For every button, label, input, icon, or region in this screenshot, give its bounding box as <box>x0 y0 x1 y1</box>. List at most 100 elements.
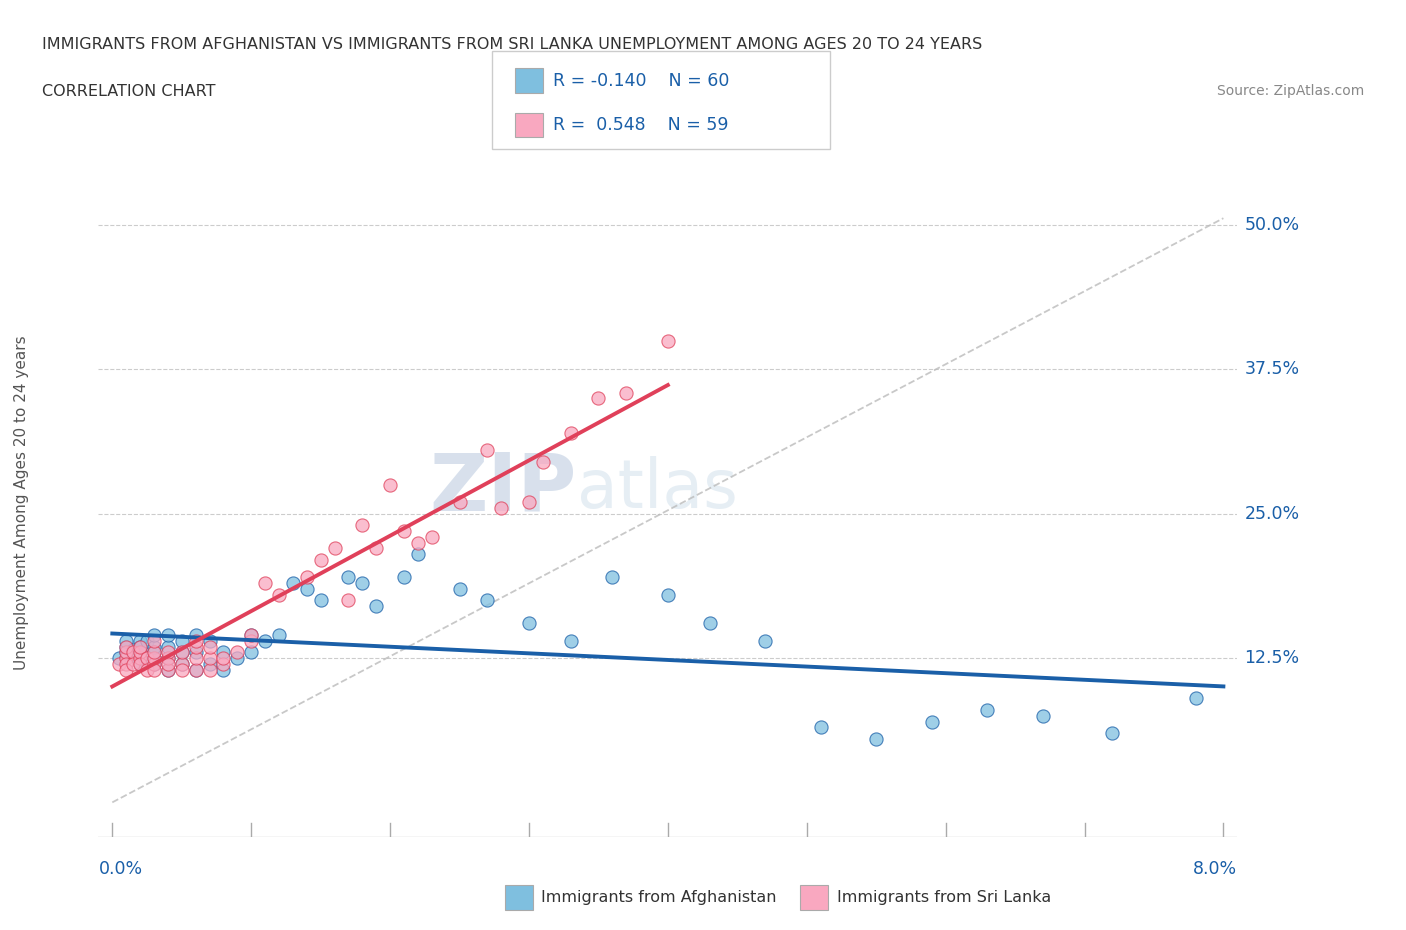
Point <box>184 633 207 648</box>
Point <box>810 720 832 735</box>
Point <box>115 639 138 654</box>
Point <box>560 426 582 441</box>
Text: ZIP: ZIP <box>429 450 576 528</box>
Text: Immigrants from Sri Lanka: Immigrants from Sri Lanka <box>837 890 1050 905</box>
Point <box>489 500 512 515</box>
Point <box>406 547 429 562</box>
Point <box>170 657 193 671</box>
Point <box>115 633 138 648</box>
Point <box>406 535 429 550</box>
Point <box>129 633 152 648</box>
Point <box>517 495 540 510</box>
Point <box>156 628 179 643</box>
Point <box>122 643 145 658</box>
Point <box>156 662 179 677</box>
Point <box>295 581 318 596</box>
Point <box>240 633 263 648</box>
Point <box>295 570 318 585</box>
Point <box>143 628 166 643</box>
Text: 50.0%: 50.0% <box>1244 216 1299 234</box>
Point <box>156 651 179 666</box>
Point <box>198 657 221 671</box>
Point <box>184 662 207 677</box>
Point <box>281 576 304 591</box>
Point <box>420 529 443 544</box>
Text: R = -0.140    N = 60: R = -0.140 N = 60 <box>553 72 728 89</box>
Point <box>309 552 332 567</box>
Point <box>517 616 540 631</box>
Point <box>115 651 138 666</box>
Point <box>136 633 159 648</box>
Point <box>156 657 179 671</box>
Point <box>392 524 415 538</box>
Point <box>226 651 249 666</box>
Point <box>136 651 159 666</box>
Point <box>212 662 235 677</box>
Point <box>865 731 887 746</box>
Point <box>240 644 263 659</box>
Point <box>170 644 193 659</box>
Point <box>337 593 360 608</box>
Text: CORRELATION CHART: CORRELATION CHART <box>42 84 215 99</box>
Text: 12.5%: 12.5% <box>1244 649 1299 667</box>
Text: R =  0.548    N = 59: R = 0.548 N = 59 <box>553 115 728 134</box>
Point <box>143 639 166 654</box>
Point <box>477 593 499 608</box>
Point <box>254 633 277 648</box>
Point <box>1184 691 1206 706</box>
Point <box>240 628 263 643</box>
Point <box>143 651 166 666</box>
Text: Source: ZipAtlas.com: Source: ZipAtlas.com <box>1216 84 1364 98</box>
Text: 25.0%: 25.0% <box>1244 505 1299 523</box>
Point <box>309 593 332 608</box>
Point <box>115 639 138 654</box>
Point <box>129 644 152 659</box>
Point <box>170 662 193 677</box>
Point <box>588 391 610 405</box>
Point <box>184 662 207 677</box>
Text: Unemployment Among Ages 20 to 24 years: Unemployment Among Ages 20 to 24 years <box>14 335 28 670</box>
Point <box>531 455 554 470</box>
Text: Immigrants from Afghanistan: Immigrants from Afghanistan <box>541 890 776 905</box>
Point <box>657 587 679 602</box>
Point <box>115 644 138 659</box>
Point <box>1032 709 1054 724</box>
Point <box>122 647 145 662</box>
Point <box>156 644 179 659</box>
Point <box>976 702 998 717</box>
Point <box>198 662 221 677</box>
Point <box>170 633 193 648</box>
Text: 0.0%: 0.0% <box>98 860 142 878</box>
Point <box>143 662 166 677</box>
Point <box>115 651 138 666</box>
Point <box>170 644 193 659</box>
Point <box>226 644 249 659</box>
Point <box>352 576 374 591</box>
Point <box>184 628 207 643</box>
Point <box>754 633 776 648</box>
Point <box>129 651 152 666</box>
Point <box>267 587 290 602</box>
Point <box>254 576 277 591</box>
Point <box>699 616 721 631</box>
Point <box>212 657 235 671</box>
Point <box>378 477 401 492</box>
Point <box>198 639 221 654</box>
Point <box>122 644 145 659</box>
Point <box>156 651 179 666</box>
Point <box>184 644 207 659</box>
Point <box>198 651 221 666</box>
Point <box>392 570 415 585</box>
Point <box>352 518 374 533</box>
Point <box>657 333 679 348</box>
Point <box>921 714 943 729</box>
Point <box>366 541 388 556</box>
Point <box>136 651 159 666</box>
Point <box>156 639 179 654</box>
Point <box>240 628 263 643</box>
Point <box>212 651 235 666</box>
Point <box>129 639 152 654</box>
Point <box>115 657 138 671</box>
Point <box>170 657 193 671</box>
Point <box>136 662 159 677</box>
